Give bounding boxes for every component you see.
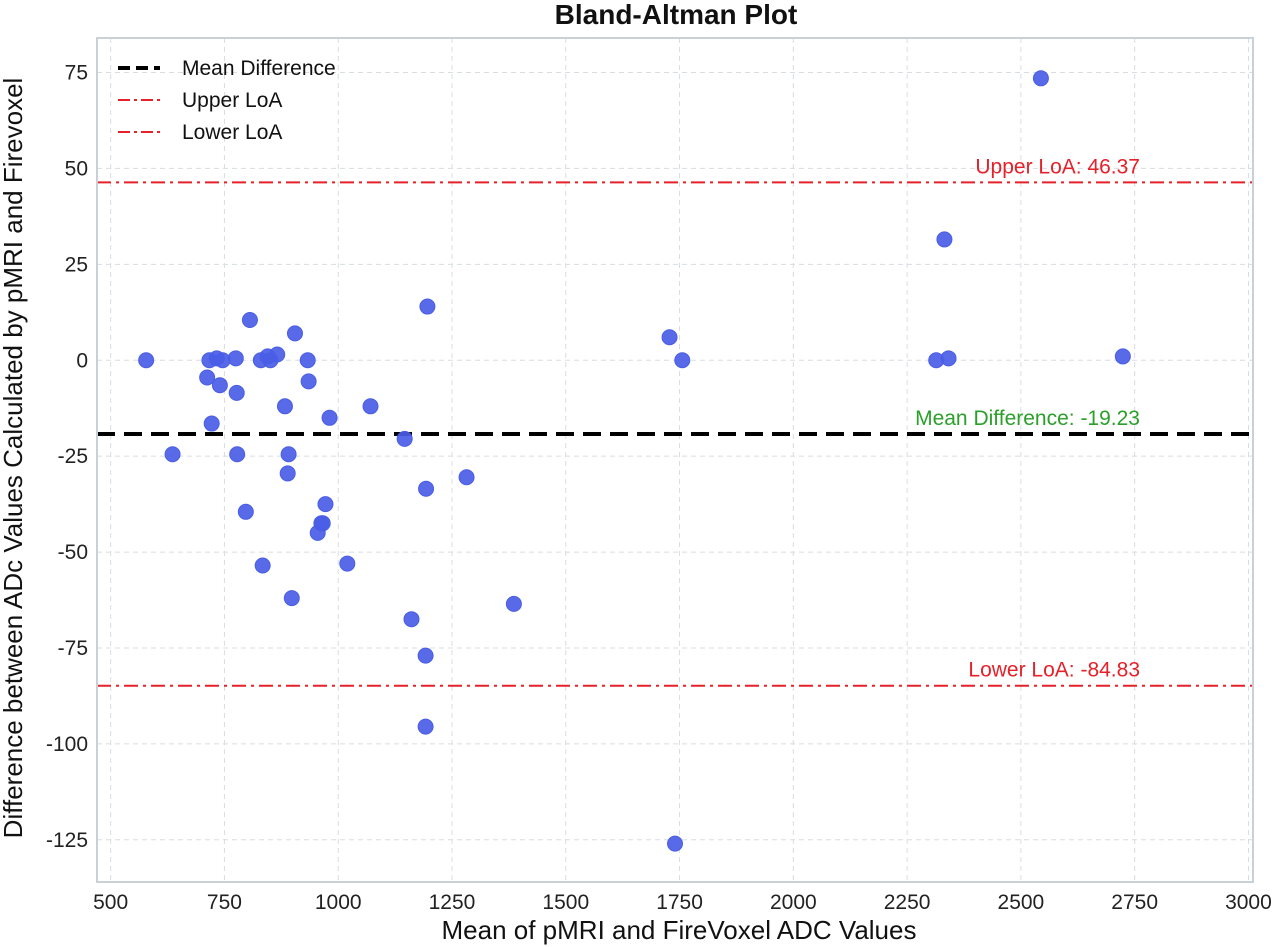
line-annotations: Upper LoA: 46.37 Mean Difference: -19.23 L… [915,155,1140,681]
data-point [362,398,379,415]
x-tick-label: 1500 [542,891,589,914]
data-point [1114,348,1131,365]
data-point [321,409,338,426]
data-point [211,377,228,394]
y-tick-label: 0 [76,349,88,372]
data-point [280,446,297,463]
x-tick-label: 2250 [884,891,931,914]
y-tick-label: 25 [65,253,88,276]
data-point [396,430,413,447]
data-point [229,446,246,463]
plot-frame [96,37,1254,883]
data-point [227,350,244,367]
x-tick-label: 2500 [998,891,1045,914]
data-point [317,496,334,513]
data-point [1032,70,1049,87]
y-tick-label: -125 [46,829,88,852]
legend: Mean Difference Upper LoA Lower LoA [118,57,336,144]
data-point [214,352,231,369]
legend-label: Upper LoA [182,89,282,112]
y-tick-label: -100 [46,733,88,756]
data-point [418,480,435,497]
y-tick-label: 50 [65,157,88,180]
grid [97,38,1253,882]
data-point [505,595,522,612]
x-axis-label: Mean of pMRI and FireVoxel ADC Values [442,915,917,945]
data-point [276,398,293,415]
data-point [283,590,300,607]
data-point [674,352,691,369]
data-point [269,346,286,363]
line-annotation: Upper LoA: 46.37 [975,155,1140,178]
legend-label: Mean Difference [182,57,336,80]
x-tick-label: 2750 [1111,891,1158,914]
data-point [237,503,254,520]
data-point [203,415,220,432]
data-point [199,369,216,386]
data-point [417,718,434,735]
line-annotation: Lower LoA: -84.83 [968,659,1140,682]
data-point [279,465,296,482]
data-point [339,555,356,572]
x-tick-label: 1250 [429,891,476,914]
x-tick-label: 1750 [656,891,703,914]
data-point [300,373,317,390]
legend-label: Lower LoA [182,121,282,144]
x-tick-label: 500 [93,891,128,914]
data-point [419,298,436,315]
y-tick-label: -75 [58,637,88,660]
line-annotation: Mean Difference: -19.23 [915,407,1140,430]
data-point [164,446,181,463]
data-point [228,384,245,401]
data-point [403,611,420,628]
data-point [458,469,475,486]
x-tick-labels: 500 750 1000 1250 1500 1750 2000 2250 2500 2750 30… [93,891,1272,914]
x-tick-label: 3000 [1225,891,1272,914]
data-point [241,311,258,328]
y-tick-label: -25 [58,445,88,468]
y-tick-label: 75 [65,62,88,85]
y-axis-label: Difference between ADc Values Calculated… [0,78,28,839]
data-point [314,515,331,532]
chart-title: Bland-Altman Plot [555,0,798,30]
x-tick-label: 2000 [770,891,817,914]
data-point [667,835,683,852]
data-point [299,352,316,369]
data-point [254,557,271,574]
data-point [417,647,434,664]
x-tick-label: 1000 [315,891,362,914]
data-points [138,70,1131,852]
data-point [138,352,155,369]
y-tick-label: -50 [58,541,88,564]
x-tick-label: 750 [207,891,242,914]
data-point [661,329,678,346]
data-point [940,350,957,367]
y-tick-labels: 75 50 25 0 -25 -50 -75 -100 -125 [46,62,88,852]
reference-lines [97,181,1253,687]
data-point [286,325,303,342]
data-point [936,231,953,248]
